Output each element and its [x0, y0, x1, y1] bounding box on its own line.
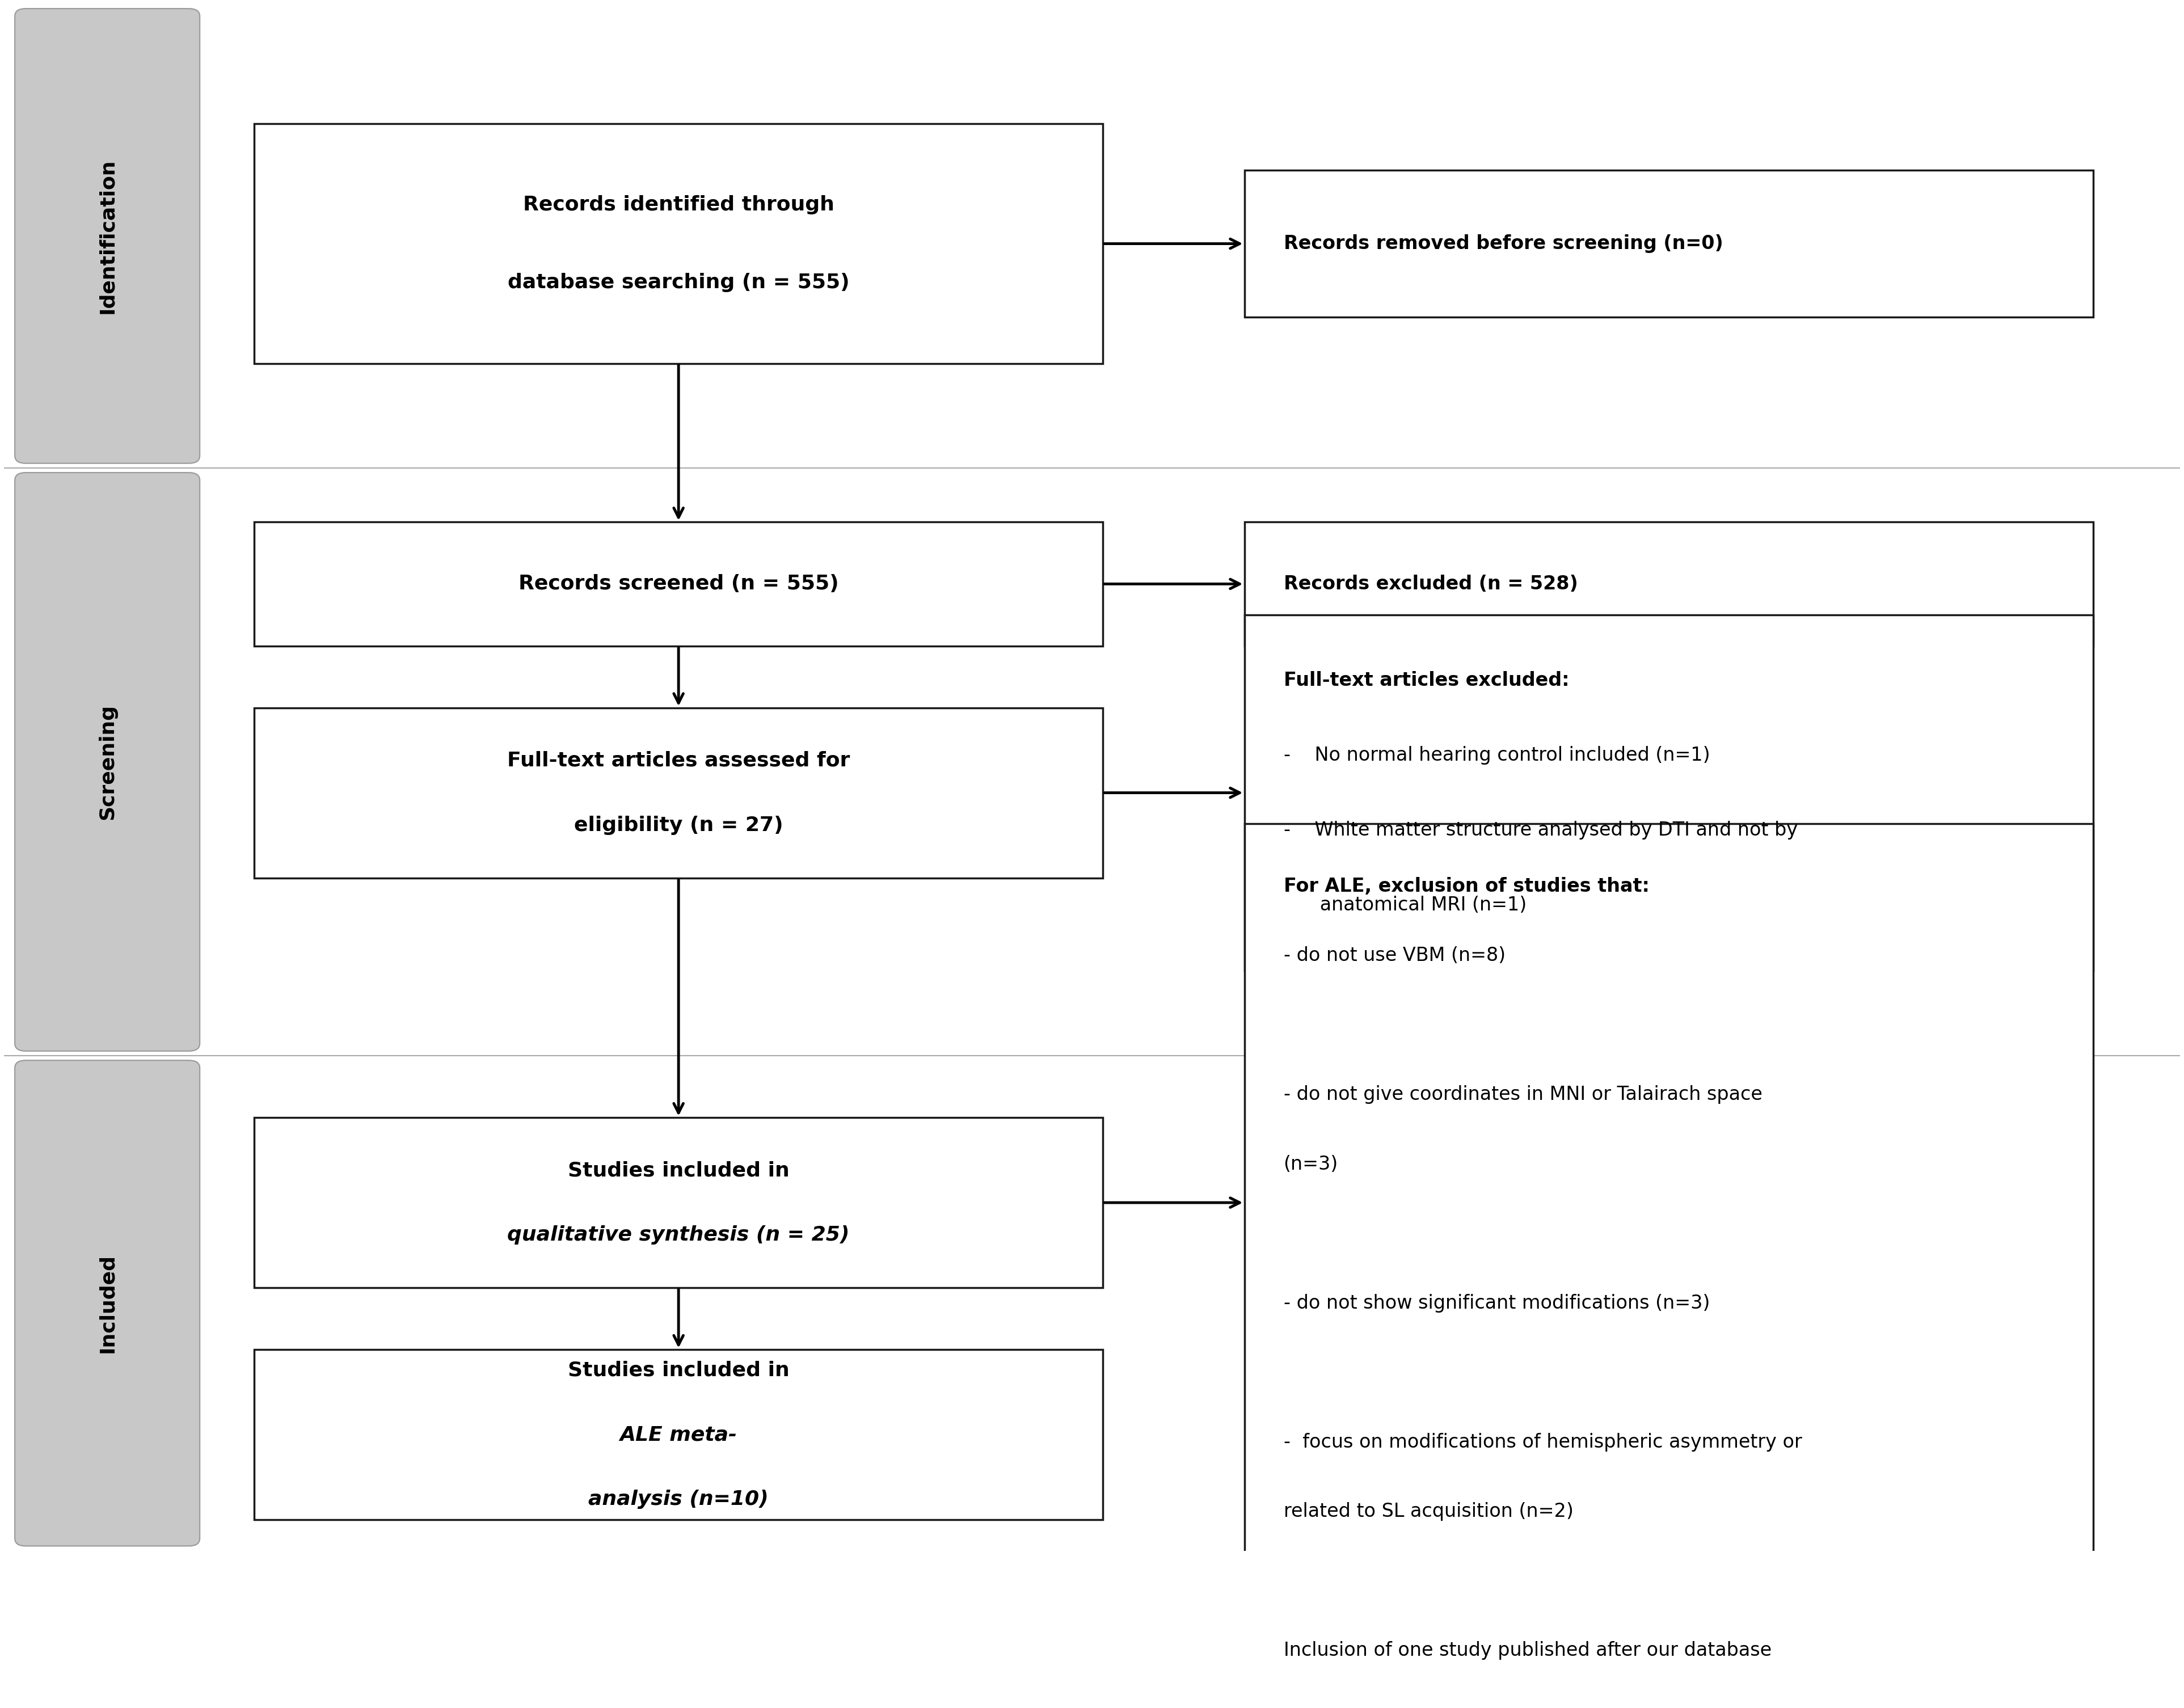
- Text: Identification: Identification: [98, 159, 118, 314]
- Text: Inclusion of one study published after our database: Inclusion of one study published after o…: [1284, 1641, 1771, 1660]
- FancyBboxPatch shape: [1245, 615, 2092, 970]
- Text: database searching (n = 555): database searching (n = 555): [507, 273, 850, 292]
- Text: Records screened (n = 555): Records screened (n = 555): [518, 574, 839, 594]
- Text: For ALE, exclusion of studies that:: For ALE, exclusion of studies that:: [1284, 876, 1649, 895]
- Text: Studies included in: Studies included in: [568, 1161, 788, 1180]
- Text: anatomical MRI (n=1): anatomical MRI (n=1): [1284, 897, 1527, 915]
- Text: - do not use VBM (n=8): - do not use VBM (n=8): [1284, 946, 1505, 965]
- FancyBboxPatch shape: [253, 707, 1103, 878]
- Text: Records excluded (n = 528): Records excluded (n = 528): [1284, 574, 1577, 593]
- Text: Records identified through: Records identified through: [522, 195, 834, 215]
- Text: - do not show significant modifications (n=3): - do not show significant modifications …: [1284, 1293, 1710, 1312]
- Text: Screening: Screening: [98, 704, 118, 820]
- FancyBboxPatch shape: [253, 1117, 1103, 1288]
- Text: analysis (n=10): analysis (n=10): [587, 1489, 769, 1508]
- FancyBboxPatch shape: [15, 473, 199, 1050]
- Text: ALE meta-: ALE meta-: [620, 1424, 738, 1445]
- FancyBboxPatch shape: [1245, 523, 2092, 646]
- FancyBboxPatch shape: [253, 1349, 1103, 1520]
- Text: Included: Included: [98, 1254, 118, 1353]
- Text: qualitative synthesis (n = 25): qualitative synthesis (n = 25): [507, 1225, 850, 1245]
- Text: Full-text articles excluded:: Full-text articles excluded:: [1284, 671, 1568, 690]
- FancyBboxPatch shape: [253, 123, 1103, 364]
- Text: - do not give coordinates in MNI or Talairach space: - do not give coordinates in MNI or Tala…: [1284, 1085, 1762, 1103]
- Text: Full-text articles assessed for: Full-text articles assessed for: [507, 752, 850, 770]
- FancyBboxPatch shape: [1245, 823, 2092, 1708]
- Text: related to SL acquisition (n=2): related to SL acquisition (n=2): [1284, 1503, 1572, 1522]
- Text: Records removed before screening (n=0): Records removed before screening (n=0): [1284, 234, 1723, 253]
- FancyBboxPatch shape: [1245, 171, 2092, 318]
- FancyBboxPatch shape: [15, 9, 199, 463]
- Text: eligibility (n = 27): eligibility (n = 27): [574, 815, 784, 835]
- Text: (n=3): (n=3): [1284, 1155, 1339, 1173]
- Text: Studies included in: Studies included in: [568, 1360, 788, 1380]
- FancyBboxPatch shape: [253, 523, 1103, 646]
- Text: -    No normal hearing control included (n=1): - No normal hearing control included (n=…: [1284, 746, 1710, 765]
- Text: -    White matter structure analysed by DTI and not by: - White matter structure analysed by DTI…: [1284, 822, 1797, 840]
- FancyBboxPatch shape: [15, 1061, 199, 1546]
- Text: -  focus on modifications of hemispheric asymmetry or: - focus on modifications of hemispheric …: [1284, 1433, 1802, 1452]
